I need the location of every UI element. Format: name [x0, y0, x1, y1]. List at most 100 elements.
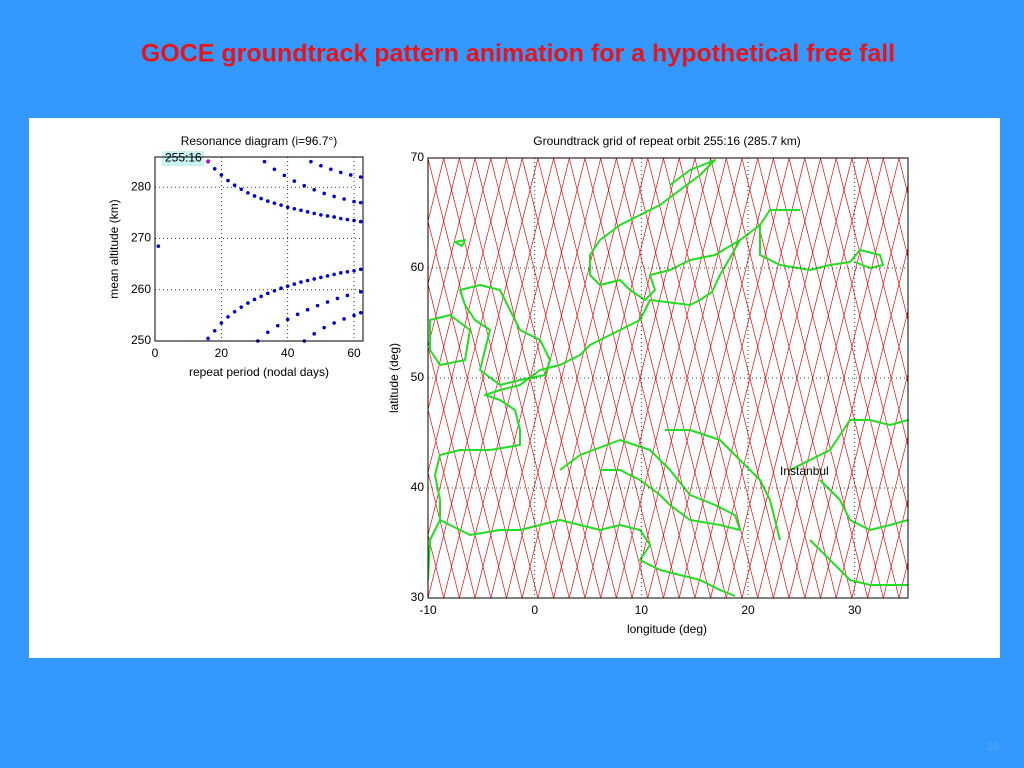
point [299, 208, 303, 213]
point [312, 211, 317, 216]
groundtrack [663, 158, 774, 598]
point [265, 199, 270, 203]
point [332, 272, 336, 277]
point [219, 321, 224, 325]
point [252, 297, 257, 302]
point [322, 325, 326, 330]
point [275, 323, 280, 328]
point [329, 167, 333, 172]
point [259, 196, 263, 201]
point [299, 280, 303, 284]
groundtrack [882, 497, 908, 598]
point [305, 307, 310, 312]
point [358, 311, 363, 315]
groundtrack [584, 158, 696, 598]
point [272, 201, 277, 205]
point [206, 159, 210, 163]
groundtrack [710, 158, 821, 598]
point [239, 305, 244, 309]
plot-frame [427, 157, 909, 599]
y-tick-label: 280 [131, 179, 151, 193]
map-area [428, 158, 908, 598]
point [232, 309, 237, 314]
point [312, 332, 317, 336]
groundtrack [506, 158, 617, 598]
coastline [759, 225, 884, 271]
point [265, 291, 270, 296]
x-tick-label: 0 [152, 346, 159, 360]
groundtrack [600, 158, 711, 598]
groundtrack [867, 158, 908, 322]
point [338, 216, 343, 221]
point [265, 330, 270, 335]
groundtrack [428, 158, 476, 349]
page-number: 28 [987, 741, 999, 753]
point [292, 206, 297, 211]
coastline [559, 439, 741, 531]
groundtrack [867, 434, 908, 598]
point [319, 275, 323, 280]
point [305, 278, 310, 283]
point [282, 173, 287, 178]
groundtrack [631, 158, 743, 598]
point [295, 312, 300, 317]
point [325, 274, 330, 278]
point [358, 200, 363, 205]
y-tick-label: 60 [411, 260, 425, 274]
groundtrack [851, 158, 908, 385]
groundtrack [428, 470, 460, 598]
groundtrack [428, 282, 507, 598]
x-tick-label: 20 [741, 603, 755, 617]
x-tick-label: 10 [635, 603, 649, 617]
groundtrack [835, 158, 908, 448]
point [358, 175, 363, 179]
y-tick-label: 250 [131, 333, 151, 347]
groundtrack [428, 158, 539, 598]
groundtrack [458, 158, 570, 598]
point [292, 282, 297, 286]
point [342, 317, 346, 321]
point [259, 294, 263, 299]
point [285, 284, 290, 288]
x-tick-label: 40 [281, 346, 295, 360]
point [206, 336, 210, 341]
groundtrack [678, 158, 790, 598]
point [226, 178, 230, 183]
y-tick-label: 260 [131, 282, 151, 296]
point [285, 205, 290, 210]
point [212, 166, 217, 171]
x-axis-label: longitude (deg) [627, 622, 707, 636]
y-tick-label: 270 [131, 231, 151, 245]
point [322, 191, 326, 196]
point [348, 173, 353, 177]
coastline [429, 239, 551, 386]
point [345, 293, 350, 298]
groundtrack [521, 158, 633, 598]
groundtrack [882, 158, 908, 259]
point [246, 191, 250, 195]
groundtrack [694, 158, 806, 598]
point [325, 214, 330, 218]
y-tick-label: 70 [411, 150, 425, 164]
groundtrack [820, 158, 908, 510]
x-tick-label: 20 [215, 346, 229, 360]
point [279, 286, 283, 291]
point [312, 277, 317, 281]
y-tick-label: 50 [411, 370, 425, 384]
coastlines [428, 159, 908, 597]
point [358, 219, 363, 224]
point [279, 203, 283, 207]
x-tick-label: 60 [347, 346, 361, 360]
point [352, 268, 356, 273]
point [305, 210, 310, 214]
point [345, 270, 350, 274]
plot-frame [154, 156, 364, 342]
coastline [665, 429, 781, 541]
x-tick-label: 0 [531, 603, 538, 617]
point [342, 197, 346, 201]
annotation: 255:16 [165, 151, 202, 165]
point [352, 313, 356, 318]
point [272, 167, 277, 172]
groundtrack [615, 158, 727, 598]
